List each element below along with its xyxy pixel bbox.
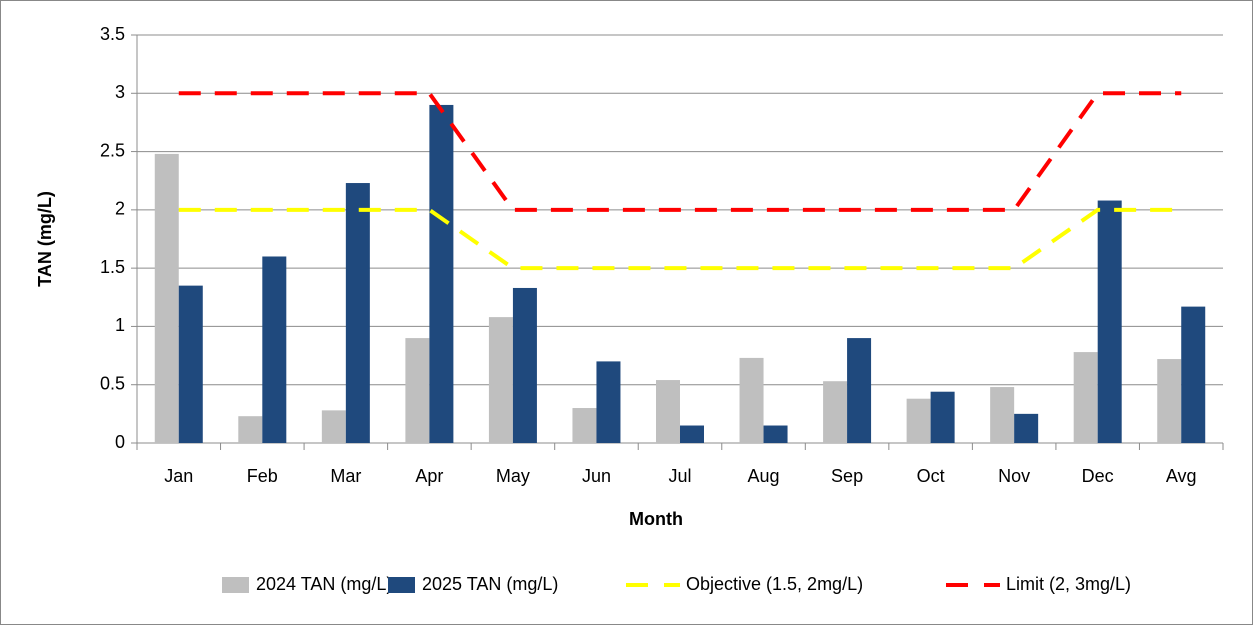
x-tick-label: Feb (247, 466, 278, 486)
bar (512, 287, 537, 443)
bar (1181, 306, 1206, 443)
legend-label: Limit (2, 3mg/L) (1006, 574, 1131, 594)
x-tick-label: Avg (1166, 466, 1197, 486)
x-tick-label: Oct (917, 466, 945, 486)
bar (429, 104, 454, 443)
x-tick-label: Aug (748, 466, 780, 486)
bar (906, 398, 931, 443)
x-tick-label: Mar (330, 466, 361, 486)
bar (262, 256, 287, 443)
x-tick-label: Jan (164, 466, 193, 486)
y-tick-label: 3.5 (100, 24, 125, 44)
legend-label: 2024 TAN (mg/L) (256, 574, 392, 594)
x-tick-label: Dec (1082, 466, 1114, 486)
bar (823, 381, 848, 443)
y-tick-label: 3 (115, 82, 125, 102)
bar (656, 380, 680, 443)
bar (1097, 200, 1122, 443)
y-tick-label: 0.5 (100, 373, 125, 393)
bar (1014, 413, 1039, 443)
legend-swatch (222, 577, 249, 593)
legend-swatch (388, 577, 415, 593)
x-tick-label: Nov (998, 466, 1030, 486)
y-tick-label: 1 (115, 315, 125, 335)
x-axis-title: Month (629, 509, 683, 529)
bar (345, 183, 370, 443)
bar (178, 285, 203, 443)
y-tick-label: 2.5 (100, 140, 125, 160)
x-tick-label: Apr (415, 466, 443, 486)
bar (990, 387, 1015, 443)
bar (1157, 359, 1182, 443)
bar (680, 425, 704, 443)
bar (847, 338, 872, 443)
x-tick-label: Jun (582, 466, 611, 486)
legend-label: Objective (1.5, 2mg/L) (686, 574, 863, 594)
x-tick-label: Jul (668, 466, 691, 486)
y-tick-label: 1.5 (100, 257, 125, 277)
bar (488, 317, 513, 443)
bar (572, 408, 597, 443)
bar (154, 153, 179, 443)
line-series (178, 91, 1182, 212)
bar (405, 338, 430, 443)
x-tick-label: Sep (831, 466, 863, 486)
legend-label: 2025 TAN (mg/L) (422, 574, 558, 594)
line-series (178, 207, 1182, 271)
bar (739, 357, 764, 443)
x-tick-label: May (496, 466, 530, 486)
bar (238, 416, 263, 443)
bar (321, 410, 346, 443)
y-tick-label: 2 (115, 199, 125, 219)
bar (596, 361, 621, 443)
bar (763, 425, 788, 443)
y-tick-label: 0 (115, 432, 125, 452)
y-axis-title: TAN (mg/L) (35, 191, 55, 287)
bar (1073, 352, 1098, 443)
bar (930, 391, 955, 443)
